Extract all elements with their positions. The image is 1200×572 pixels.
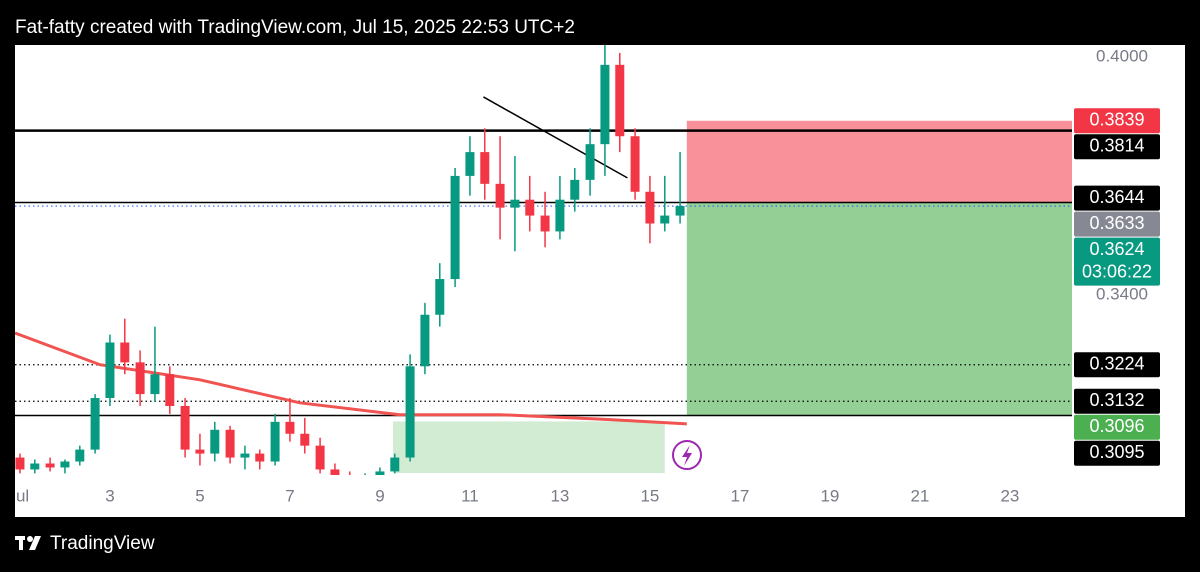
price-label-box	[1074, 185, 1160, 211]
price-label: 0.3839	[1074, 108, 1160, 134]
trendline	[483, 96, 628, 179]
price-label-text: 0.3633	[1089, 213, 1144, 233]
x-tick-label: 3	[105, 486, 114, 505]
price-label-text: 0.3839	[1089, 110, 1144, 130]
candle-body	[390, 457, 400, 472]
x-tick-label: 5	[195, 486, 204, 505]
x-tick-label: 17	[730, 486, 749, 505]
price-label: 0.3224	[1074, 352, 1160, 378]
x-tick-label: 7	[285, 486, 294, 505]
price-label: 0.3132	[1074, 388, 1160, 414]
candle-body	[75, 449, 85, 462]
candle-body	[210, 429, 220, 454]
lightning-icon	[672, 440, 702, 470]
x-tick-label: 23	[1000, 486, 1019, 505]
countdown: 03:06:22	[1082, 261, 1152, 281]
price-label: 0.3644	[1074, 185, 1160, 211]
header: Fat-fatty created with TradingView.com, …	[15, 17, 575, 38]
candle-body	[405, 366, 415, 458]
price-label: 0.3095	[1074, 440, 1160, 466]
x-tick-label: 15	[640, 486, 659, 505]
candle-body	[465, 152, 475, 176]
candle-body	[495, 183, 505, 208]
candle-body	[45, 463, 55, 468]
price-label-text: 0.3644	[1089, 187, 1144, 207]
price-label-text: 0.3132	[1089, 390, 1144, 410]
candle-body	[105, 342, 115, 399]
price-label-text: 0.3096	[1089, 416, 1144, 436]
candle-body	[525, 199, 535, 216]
logo	[15, 536, 41, 550]
moving-average	[15, 331, 687, 426]
candle-body	[375, 471, 385, 475]
x-tick-label: 11	[461, 486, 479, 505]
price-label: 0.3814	[1074, 134, 1160, 160]
price-label-box	[1074, 211, 1160, 237]
candle-body	[660, 215, 670, 224]
plot	[15, 45, 1072, 475]
x-tick-label: 13	[550, 486, 569, 505]
x-tick-label: 19	[820, 486, 839, 505]
candle-body	[195, 449, 205, 454]
candle-body	[315, 445, 325, 470]
price-label-box	[1074, 414, 1160, 440]
candle-body	[555, 199, 565, 232]
axes: ul 3 5 7 9 11 13 15 17 19 21 23 0.4000 0.3400 0.3839 0.…	[16, 46, 1160, 505]
candle-body	[540, 215, 550, 232]
stop-zone	[686, 202, 1072, 416]
price-label-text: 0.3095	[1089, 442, 1144, 462]
candle-body	[645, 191, 655, 224]
price-label: 0.3096	[1074, 414, 1160, 440]
candle-body	[120, 342, 130, 363]
candle-body	[60, 461, 70, 468]
x-tick-label: 21	[910, 486, 929, 505]
candle-body	[510, 199, 520, 208]
price-label-box	[1074, 108, 1160, 134]
price-label-box	[1074, 134, 1160, 160]
candle-body	[585, 144, 595, 180]
candle-body	[255, 453, 265, 462]
y-tick-label: 0.3400	[1096, 284, 1148, 303]
x-tick-label: 9	[375, 486, 384, 505]
price-label-box	[1074, 388, 1160, 414]
candle-body	[135, 362, 145, 395]
candle-body	[420, 314, 430, 367]
candle-body	[15, 457, 25, 470]
candle-body	[600, 64, 610, 145]
price-label-box	[1074, 237, 1160, 286]
candle-body	[90, 398, 100, 450]
price-label: 0.3633	[1074, 211, 1160, 237]
candle-body	[615, 64, 625, 137]
candle-body	[480, 152, 490, 184]
candle-body	[30, 463, 40, 470]
candle-body	[225, 429, 235, 458]
candle-body	[285, 421, 295, 434]
candle-body	[270, 421, 280, 462]
price-label-text: 0.3814	[1089, 136, 1144, 156]
footer-brand: TradingView	[50, 533, 155, 554]
x-tick-label: ul	[16, 486, 29, 505]
candle-body	[300, 433, 310, 446]
candle-body	[240, 453, 250, 458]
candle-body	[675, 206, 685, 216]
y-tick-label: 0.4000	[1096, 46, 1148, 65]
price-label-box	[1074, 440, 1160, 466]
price-label-text: 0.3224	[1089, 353, 1144, 373]
candle-body	[330, 469, 340, 475]
price-label-text: 0.3624	[1089, 239, 1144, 259]
candle-body	[150, 374, 160, 395]
candle-body	[450, 175, 460, 280]
candle-body	[570, 179, 580, 200]
candle-body	[630, 136, 640, 192]
range-box	[392, 421, 665, 474]
target-zone	[686, 120, 1072, 203]
candle-body	[435, 279, 445, 315]
price-label-box	[1074, 352, 1160, 378]
candle-body	[180, 405, 190, 450]
candle-body	[165, 374, 175, 406]
